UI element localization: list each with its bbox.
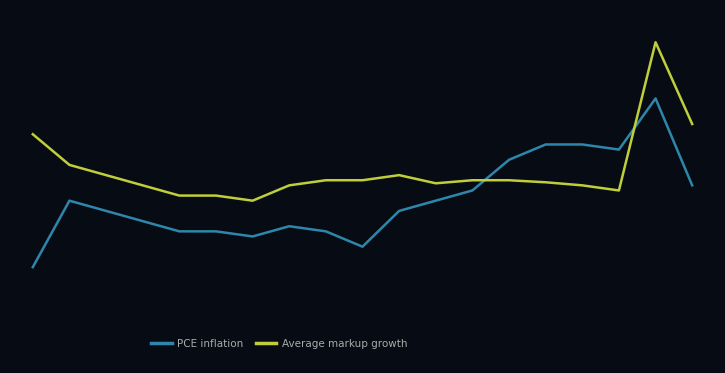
Legend: PCE inflation, Average markup growth: PCE inflation, Average markup growth [146, 335, 411, 354]
